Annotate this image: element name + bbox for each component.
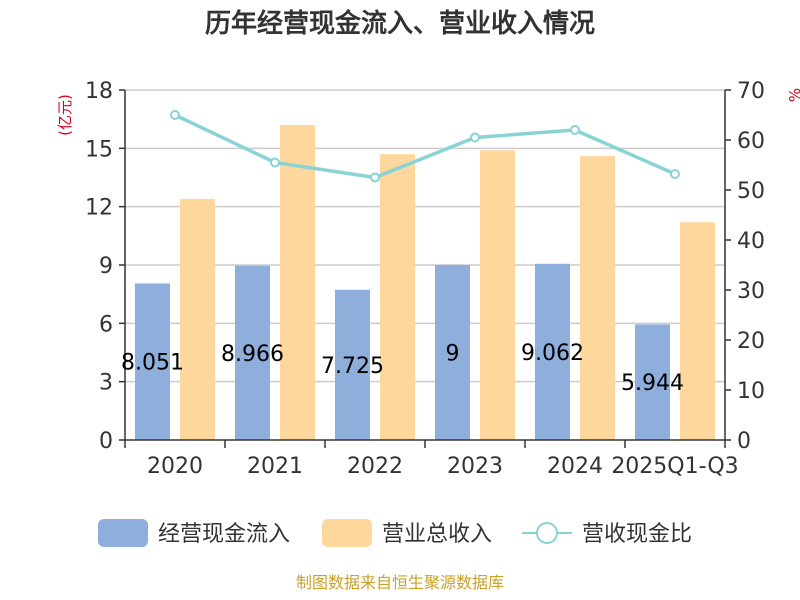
right-axis-unit: % xyxy=(786,88,800,102)
legend-label: 营收现金比 xyxy=(582,522,692,547)
gridlines xyxy=(125,89,725,383)
legend-swatch xyxy=(322,519,372,547)
bar-data-label: 7.725 xyxy=(321,354,384,379)
left-tick-label: 15 xyxy=(85,137,113,162)
bar-revenue xyxy=(380,154,415,440)
x-tick-label: 2020 xyxy=(147,454,203,479)
right-tick-label: 50 xyxy=(737,179,765,204)
ratio-point xyxy=(670,169,680,179)
bar-data-label: 9 xyxy=(446,342,460,367)
left-tick-label: 3 xyxy=(99,371,113,396)
ratio-point xyxy=(470,132,480,143)
bar-revenue xyxy=(180,198,215,440)
left-tick-label: 9 xyxy=(99,254,113,279)
bars xyxy=(135,125,715,440)
left-tick-label: 0 xyxy=(99,429,113,454)
bar-revenue xyxy=(480,150,515,440)
right-tick-label: 40 xyxy=(737,229,765,254)
bar-data-label: 8.966 xyxy=(221,342,284,367)
right-tick-label: 30 xyxy=(737,279,765,304)
legend-marker xyxy=(536,522,558,544)
legend-swatch xyxy=(98,519,148,547)
right-tick-label: 20 xyxy=(737,329,765,354)
bar-data-label: 5.944 xyxy=(621,371,684,396)
ratio-point xyxy=(370,172,380,183)
right-tick-label: 10 xyxy=(737,379,765,404)
axes: 0 3 6 9 12 15 18 0 10 20 30 40 50 60 70 2020 2021 2022 202… xyxy=(85,79,765,479)
legend-item[interactable]: 经营现金流入 xyxy=(98,519,290,547)
legend-item[interactable]: 营收现金比 xyxy=(522,522,692,547)
x-tick-label: 2025Q1-Q3 xyxy=(611,454,738,479)
x-tick-label: 2021 xyxy=(247,454,303,479)
ratio-point xyxy=(570,125,580,135)
ratio-line xyxy=(170,110,680,183)
bar-cash-inflow xyxy=(335,289,370,440)
chart-title: 历年经营现金流入、营业收入情况 xyxy=(205,8,595,39)
bar-revenue xyxy=(280,125,315,440)
ratio-point xyxy=(170,110,180,120)
bar-cash-inflow xyxy=(235,265,270,440)
left-tick-label: 6 xyxy=(99,312,113,337)
legend: 经营现金流入 营业总收入 营收现金比 xyxy=(98,519,692,547)
bar-revenue xyxy=(680,222,715,440)
bar-cash-inflow xyxy=(635,324,670,440)
right-tick-label: 70 xyxy=(737,79,765,104)
legend-item[interactable]: 营业总收入 xyxy=(322,519,492,547)
bar-data-label: 9.062 xyxy=(521,341,584,366)
x-tick-label: 2023 xyxy=(447,454,503,479)
left-tick-label: 12 xyxy=(85,196,113,221)
ratio-line-path xyxy=(174,113,676,180)
x-tick-label: 2022 xyxy=(347,454,403,479)
ratio-point xyxy=(270,157,280,168)
right-tick-label: 0 xyxy=(737,429,751,454)
data-labels: 8.051 8.966 7.725 9 9.062 5.944 xyxy=(121,341,684,396)
source-note: 制图数据来自恒生聚源数据库 xyxy=(296,573,504,592)
x-tick-label: 2024 xyxy=(547,454,603,479)
bar-data-label: 8.051 xyxy=(121,351,184,376)
bar-cash-inflow xyxy=(535,263,570,440)
legend-label: 营业总收入 xyxy=(382,522,492,547)
left-axis-unit: (亿元) xyxy=(56,94,74,136)
right-tick-label: 60 xyxy=(737,129,765,154)
bar-cash-inflow xyxy=(135,283,170,440)
bar-cash-inflow xyxy=(435,265,470,440)
legend-label: 经营现金流入 xyxy=(158,522,290,547)
left-tick-label: 18 xyxy=(85,79,113,104)
bar-revenue xyxy=(580,156,615,440)
